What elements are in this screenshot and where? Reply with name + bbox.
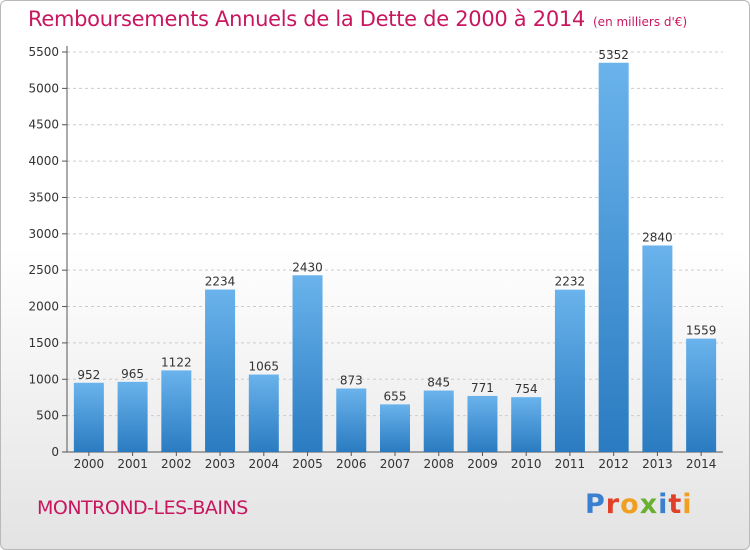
x-tick-label-2000: 2000 bbox=[74, 457, 105, 471]
bar-2001 bbox=[117, 381, 148, 452]
y-tick-label: 4000 bbox=[28, 154, 59, 168]
value-label-2003: 2234 bbox=[205, 275, 236, 289]
value-label-2004: 1065 bbox=[249, 360, 280, 374]
x-tick-label-2011: 2011 bbox=[555, 457, 586, 471]
bar-2014 bbox=[686, 338, 717, 452]
bar-2011 bbox=[554, 289, 585, 452]
value-label-2002: 1122 bbox=[161, 355, 192, 369]
bar-2006 bbox=[336, 388, 367, 452]
y-tick-label: 4500 bbox=[28, 118, 59, 132]
chart-title-text: Remboursements Annuels de la Dette de 20… bbox=[28, 7, 585, 31]
x-tick-label-2004: 2004 bbox=[249, 457, 280, 471]
value-label-2000: 952 bbox=[77, 368, 100, 382]
logo-letter: P bbox=[585, 489, 606, 520]
bar-2010 bbox=[511, 397, 542, 452]
bar-2013 bbox=[642, 245, 673, 452]
y-tick-label: 0 bbox=[51, 445, 59, 459]
value-label-2007: 655 bbox=[384, 389, 407, 403]
y-tick-label: 3500 bbox=[28, 190, 59, 204]
value-label-2010: 754 bbox=[515, 382, 538, 396]
logo-letter: i bbox=[682, 489, 693, 520]
value-label-2008: 845 bbox=[427, 376, 450, 390]
bar-2003 bbox=[205, 289, 236, 452]
value-label-2009: 771 bbox=[471, 381, 494, 395]
chart-title: Remboursements Annuels de la Dette de 20… bbox=[28, 7, 687, 31]
x-tick-label-2003: 2003 bbox=[205, 457, 236, 471]
x-tick-label-2005: 2005 bbox=[292, 457, 323, 471]
chart-unit: (en milliers d'€) bbox=[593, 15, 688, 29]
bar-2002 bbox=[161, 370, 192, 452]
x-tick-label-2014: 2014 bbox=[686, 457, 717, 471]
y-tick-label: 500 bbox=[36, 409, 59, 423]
value-label-2001: 965 bbox=[121, 367, 144, 381]
logo-letter: t bbox=[668, 489, 683, 520]
bar-2000 bbox=[73, 382, 104, 452]
y-tick-label: 2000 bbox=[28, 300, 59, 314]
bar-2007 bbox=[380, 404, 410, 452]
value-label-2011: 2232 bbox=[555, 275, 586, 289]
labels: 0 500 1000 1500 2000 2500 3000 3500 4000 4500 5000… bbox=[28, 45, 716, 471]
x-tick-label-2007: 2007 bbox=[380, 457, 411, 471]
x-tick-label-2012: 2012 bbox=[598, 457, 629, 471]
x-tick-label-2009: 2009 bbox=[467, 457, 498, 471]
bar-2012 bbox=[598, 62, 629, 452]
value-label-2012: 5352 bbox=[598, 48, 629, 62]
y-tick-label: 2500 bbox=[28, 263, 59, 277]
bars bbox=[73, 62, 717, 452]
y-tick-label: 1500 bbox=[28, 336, 59, 350]
x-tick-label-2006: 2006 bbox=[336, 457, 367, 471]
logo-letter: o bbox=[620, 489, 640, 520]
bar-2008 bbox=[423, 390, 454, 452]
logo-letter: x bbox=[639, 489, 659, 520]
y-tick-label: 5500 bbox=[28, 45, 59, 59]
x-tick-label-2008: 2008 bbox=[423, 457, 454, 471]
value-label-2013: 2840 bbox=[642, 230, 673, 244]
proxiti-logo[interactable]: Proxiti bbox=[585, 489, 693, 520]
x-tick-label-2002: 2002 bbox=[161, 457, 192, 471]
y-tick-label: 1000 bbox=[28, 372, 59, 386]
bar-2009 bbox=[467, 395, 498, 452]
x-tick-label-2001: 2001 bbox=[117, 457, 148, 471]
x-tick-label-2010: 2010 bbox=[511, 457, 542, 471]
logo-letter: i bbox=[658, 489, 669, 520]
bar-2005 bbox=[292, 275, 323, 452]
x-tick-label-2013: 2013 bbox=[642, 457, 673, 471]
city-name: MONTROND-LES-BAINS bbox=[37, 497, 248, 519]
y-tick-label: 5000 bbox=[28, 81, 59, 95]
y-tick-label: 3000 bbox=[28, 227, 59, 241]
value-label-2014: 1559 bbox=[686, 324, 717, 338]
value-label-2005: 2430 bbox=[292, 260, 323, 274]
bar-2004 bbox=[248, 374, 279, 452]
logo-letter: r bbox=[605, 489, 621, 520]
value-label-2006: 873 bbox=[340, 374, 363, 388]
